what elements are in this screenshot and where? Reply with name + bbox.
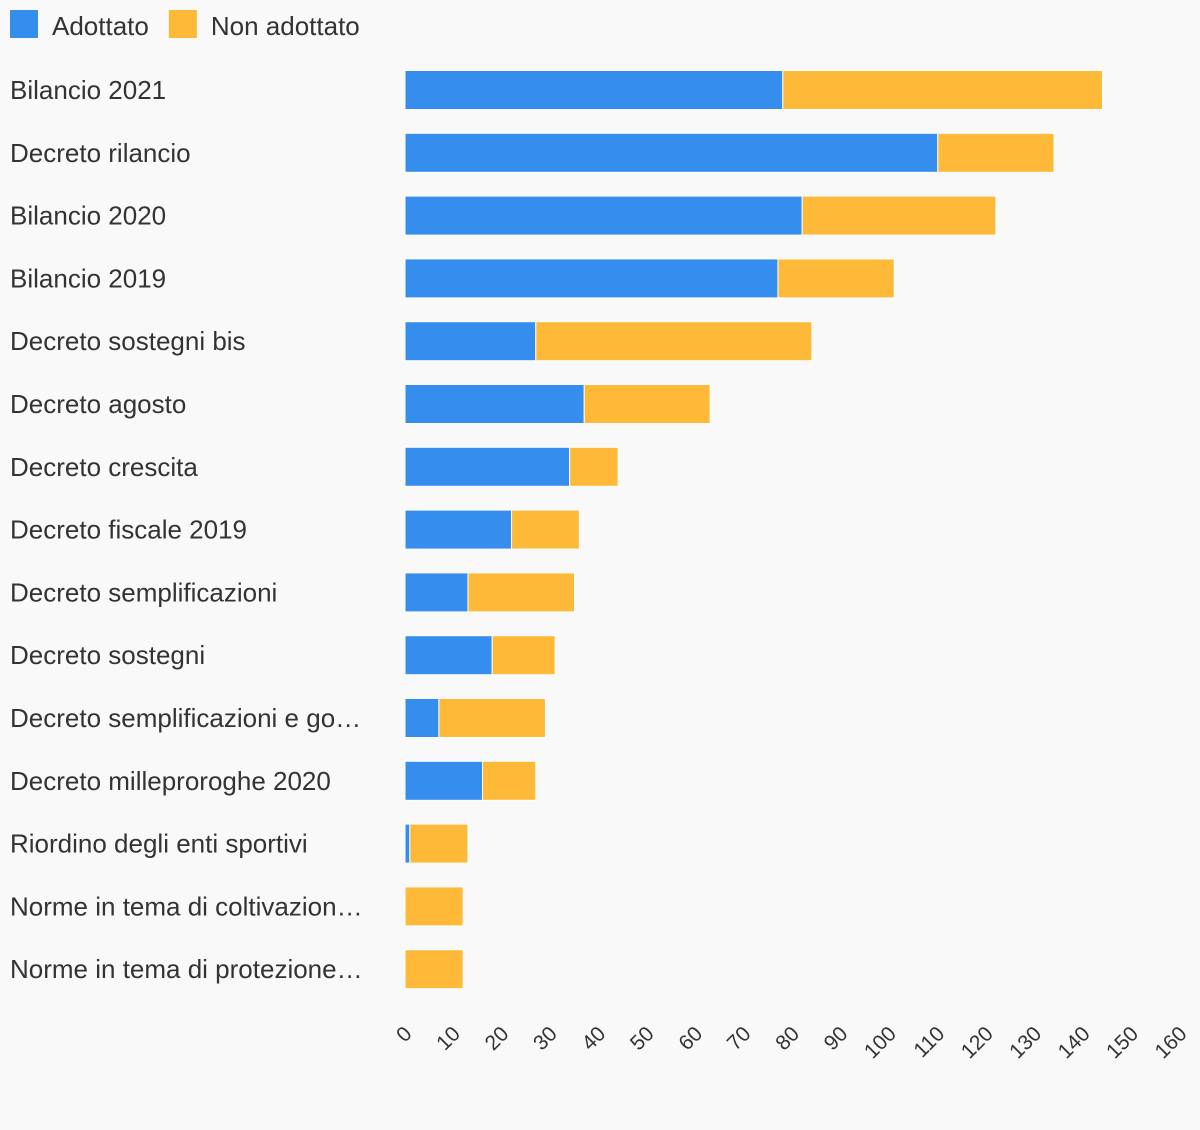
- legend: Adottato Non adottato: [10, 10, 360, 41]
- bar-segment-non-adottato: [482, 760, 537, 801]
- bar-segment-non-adottato: [438, 698, 546, 738]
- x-axis-ticks: 0 10 20 30 40 50 60 70 80 90 100 110 120 130 140 150 160: [392, 1022, 1192, 1063]
- bar-segment-non-adottato: [467, 572, 576, 613]
- x-tick-label: 80: [771, 1022, 804, 1055]
- x-tick-label: 60: [674, 1022, 707, 1055]
- bar-segment-adottato: [404, 258, 779, 299]
- category-label: Bilancio 2021: [10, 75, 166, 105]
- bars: [404, 70, 1103, 990]
- bar-segment-non-adottato: [404, 886, 464, 927]
- bar-segment-adottato: [404, 823, 411, 864]
- legend-swatch-0: [10, 10, 38, 38]
- bar-segment-non-adottato: [511, 509, 580, 550]
- x-tick-label: 150: [1102, 1022, 1143, 1063]
- bar-segment-non-adottato: [569, 446, 619, 487]
- bar-segment-non-adottato: [801, 195, 997, 236]
- x-tick-label: 160: [1150, 1022, 1191, 1063]
- bar-segment-non-adottato: [409, 823, 469, 864]
- bar-segment-adottato: [404, 760, 483, 801]
- x-tick-label: 30: [529, 1022, 562, 1055]
- bar-segment-non-adottato: [782, 70, 1103, 110]
- x-tick-label: 100: [860, 1022, 901, 1063]
- category-label: Bilancio 2020: [10, 201, 166, 231]
- bar-segment-non-adottato: [404, 949, 464, 990]
- x-tick-label: 90: [820, 1022, 853, 1055]
- bar-segment-non-adottato: [491, 635, 556, 676]
- category-label: Decreto agosto: [10, 389, 186, 419]
- x-tick-label: 20: [481, 1022, 514, 1055]
- bar-segment-adottato: [404, 509, 513, 550]
- bar-segment-adottato: [404, 446, 571, 487]
- category-label: Decreto sostegni: [10, 640, 205, 670]
- bar-segment-non-adottato: [535, 321, 813, 362]
- bar-segment-adottato: [404, 572, 469, 613]
- bar-segment-adottato: [404, 635, 493, 676]
- category-label: Decreto semplificazioni: [10, 577, 277, 607]
- bar-segment-adottato: [404, 132, 939, 173]
- bar-segment-adottato: [404, 70, 784, 110]
- x-tick-label: 140: [1054, 1022, 1095, 1063]
- legend-label-1: Non adottato: [211, 11, 360, 41]
- legend-swatch-1: [168, 10, 197, 38]
- x-tick-label: 120: [957, 1022, 998, 1063]
- bar-segment-adottato: [404, 195, 803, 236]
- x-tick-label: 40: [578, 1022, 611, 1055]
- category-label: Decreto semplificazioni e go…: [10, 703, 361, 733]
- category-label: Decreto rilancio: [10, 138, 191, 168]
- bar-segment-non-adottato: [777, 258, 895, 299]
- bar-segment-adottato: [404, 384, 585, 424]
- x-tick-label: 130: [1005, 1022, 1046, 1063]
- bar-segment-adottato: [404, 321, 537, 362]
- bar-segment-adottato: [404, 698, 440, 738]
- bar-segment-non-adottato: [937, 132, 1055, 173]
- x-tick-label: 50: [626, 1022, 659, 1055]
- category-label: Norme in tema di protezione…: [10, 954, 363, 984]
- x-tick-label: 10: [432, 1022, 465, 1055]
- x-tick-label: 0: [392, 1022, 417, 1047]
- category-label: Decreto sostegni bis: [10, 326, 246, 356]
- category-labels: Bilancio 2021 Decreto rilancio Bilancio 20…: [10, 75, 363, 984]
- bar-segment-non-adottato: [583, 384, 711, 424]
- category-label: Decreto fiscale 2019: [10, 515, 247, 545]
- category-label: Decreto crescita: [10, 452, 198, 482]
- category-label: Riordino degli enti sportivi: [10, 829, 308, 859]
- legend-label-0: Adottato: [52, 11, 149, 41]
- category-label: Bilancio 2019: [10, 263, 166, 293]
- x-tick-label: 110: [909, 1022, 949, 1062]
- x-tick-label: 70: [723, 1022, 756, 1055]
- category-label: Decreto milleproroghe 2020: [10, 766, 331, 796]
- category-label: Norme in tema di coltivazion…: [10, 891, 363, 921]
